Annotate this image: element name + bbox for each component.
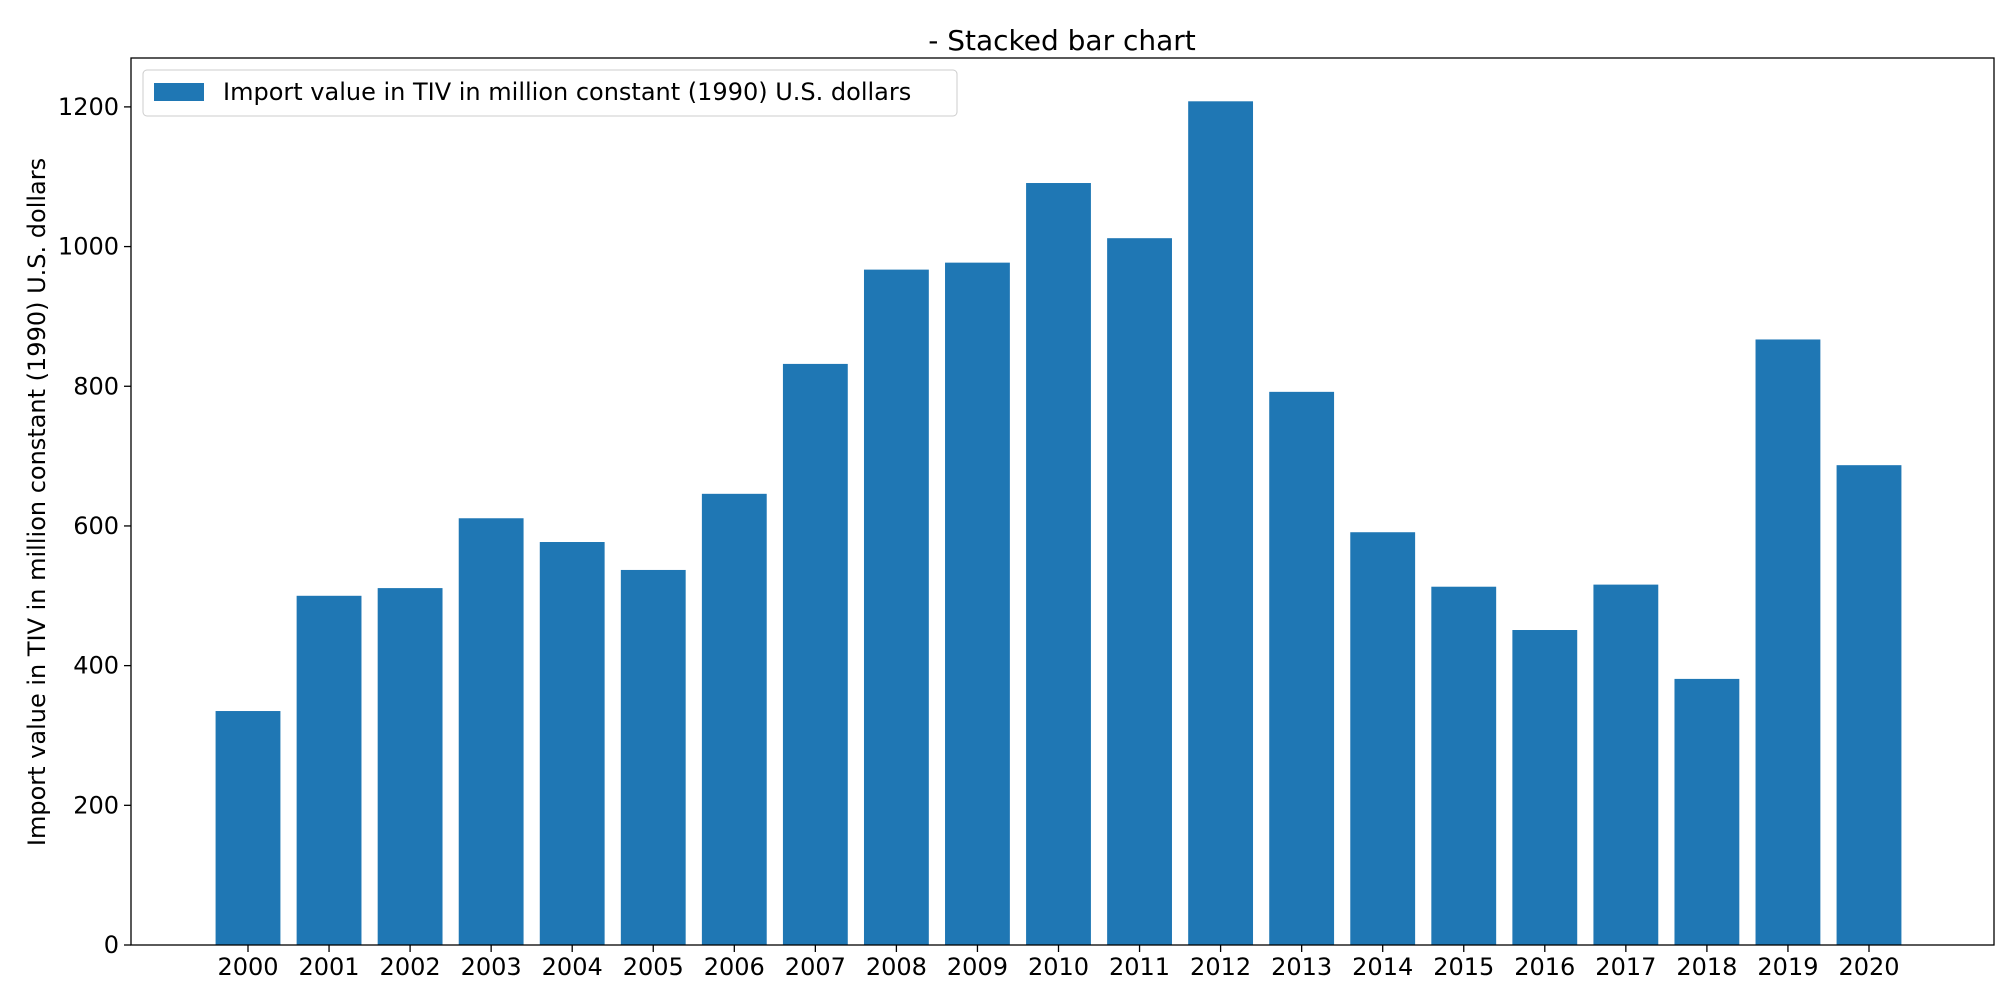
y-ticks: 0 200 400 600 800 1000 1200 xyxy=(58,93,131,959)
y-tick-label: 1200 xyxy=(58,93,119,121)
x-tick-label: 2013 xyxy=(1271,953,1332,981)
bars-group xyxy=(215,101,1902,946)
bar-2001 xyxy=(296,595,362,945)
bar-2017 xyxy=(1593,584,1659,945)
x-tick-label: 2019 xyxy=(1757,953,1818,981)
bar-2006 xyxy=(701,493,767,945)
x-tick-label: 2010 xyxy=(1028,953,1089,981)
y-tick-label: 0 xyxy=(104,931,119,959)
x-tick-label: 2004 xyxy=(542,953,603,981)
legend-swatch xyxy=(154,83,204,101)
legend: Import value in TIV in million constant … xyxy=(142,69,958,117)
bar-2009 xyxy=(945,262,1010,945)
x-tick-label: 2012 xyxy=(1190,953,1251,981)
x-tick-label: 2006 xyxy=(704,953,765,981)
bar-2019 xyxy=(1755,339,1821,946)
x-tick-label: 2002 xyxy=(380,953,441,981)
bar-2015 xyxy=(1431,586,1497,945)
x-tick-label: 2018 xyxy=(1676,953,1737,981)
bar-2002 xyxy=(377,588,443,945)
bar-2004 xyxy=(539,542,605,945)
y-tick-label: 800 xyxy=(73,372,119,400)
y-tick-label: 1000 xyxy=(58,233,119,261)
x-tick-label: 2005 xyxy=(623,953,684,981)
bar-2000 xyxy=(215,711,281,945)
legend-box xyxy=(142,69,958,117)
x-tick-label: 2003 xyxy=(461,953,522,981)
bar-2020 xyxy=(1836,465,1902,945)
x-tick-label: 2008 xyxy=(866,953,927,981)
x-tick-label: 2015 xyxy=(1433,953,1494,981)
x-tick-label: 2016 xyxy=(1514,953,1575,981)
bar-2014 xyxy=(1350,532,1416,945)
bar-2018 xyxy=(1674,678,1740,945)
x-tick-label: 2020 xyxy=(1838,953,1899,981)
legend-label: Import value in TIV in million constant … xyxy=(223,78,911,106)
bar-2011 xyxy=(1107,238,1172,945)
x-tick-label: 2017 xyxy=(1595,953,1656,981)
x-tick-label: 2014 xyxy=(1352,953,1413,981)
bar-2012 xyxy=(1188,101,1254,946)
y-tick-label: 200 xyxy=(73,791,119,819)
y-axis-label: Import value in TIV in million constant … xyxy=(23,158,51,846)
x-tick-label: 2000 xyxy=(217,953,278,981)
bar-2013 xyxy=(1269,391,1335,946)
chart-title: - Stacked bar chart xyxy=(928,24,1196,57)
bar-2007 xyxy=(782,363,848,945)
x-tick-label: 2001 xyxy=(299,953,360,981)
bar-2010 xyxy=(1026,183,1091,945)
y-tick-label: 600 xyxy=(73,512,119,540)
bar-2008 xyxy=(863,269,929,945)
bar-2005 xyxy=(620,569,686,945)
plot-frame xyxy=(130,57,1995,946)
bar-2003 xyxy=(458,518,524,945)
bar-2016 xyxy=(1512,630,1578,945)
x-tick-label: 2009 xyxy=(947,953,1008,981)
x-tick-label: 2011 xyxy=(1109,953,1170,981)
x-tick-label: 2007 xyxy=(785,953,846,981)
y-tick-label: 400 xyxy=(73,652,119,680)
x-ticks: 2000 2001 2002 2003 2004 2005 2006 2007 2008 2009… xyxy=(217,945,1900,981)
